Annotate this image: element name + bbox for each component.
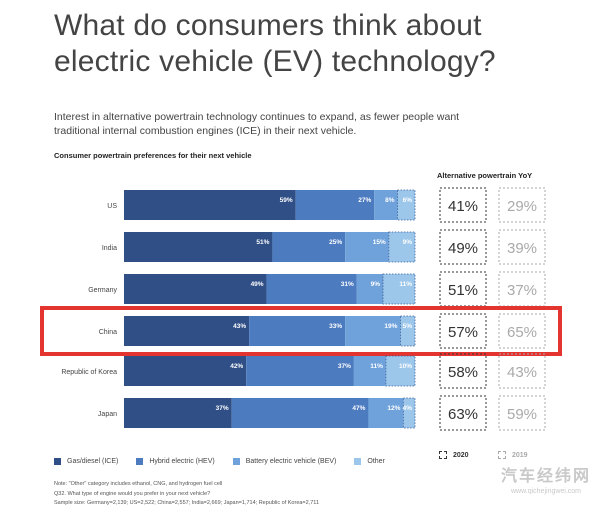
yoy-2019-value-japan: 59% [507,406,537,423]
value-label-hybrid-china: 33% [329,323,342,330]
chart-title: What do consumers think about electric v… [54,9,496,78]
legend-label-gas: Gas/diesel (ICE) [67,458,119,465]
yoy-legend-2020: 2020 [439,451,469,459]
watermark: 汽车经纬网 www.qichejingwei.com [496,462,596,495]
bar-segment-gas-republic-of-korea [124,356,247,386]
yoy-2019-value-germany: 37% [507,282,537,299]
category-label-germany: Germany [88,287,117,294]
value-label-other-us: 6% [403,197,413,204]
yoy-legend-2020-label: 2020 [453,451,469,459]
legend-item-gas: Gas/diesel (ICE) [54,458,118,465]
bar-segment-hybrid-china [249,316,346,346]
value-label-hybrid-us: 27% [358,197,371,204]
yoy-legend-2019-box [498,451,506,459]
value-label-other-india: 9% [403,239,413,246]
bar-segment-other-india [388,231,416,263]
value-label-other-japan: 4% [403,405,413,412]
legend-item-hybrid: Hybrid electric (HEV) [136,458,215,465]
bar-segment-bev-germany [356,274,383,304]
value-label-bev-india: 15% [373,239,386,246]
yoy-2020-value-japan: 63% [448,406,478,423]
yoy-2019-value-china: 65% [507,324,537,341]
value-label-hybrid-germany: 31% [341,281,354,288]
yoy-2019-value-us: 29% [507,198,537,215]
category-label-republic-of-korea: Republic of Korea [61,369,117,376]
bar-segment-hybrid-japan [231,398,369,428]
bar-segment-gas-japan [124,398,232,428]
bar-segment-hybrid-india [272,232,346,262]
footnote-sample: Sample size: Germany=2,139; US=2,522; Ch… [54,500,319,506]
highlight-frame-china [40,306,562,356]
bar-segment-gas-india [124,232,273,262]
section-label: Consumer powertrain preferences for thei… [54,151,252,160]
bar-segment-other-germany [382,273,416,305]
value-label-bev-germany: 9% [371,281,381,288]
legend-item-other: Other [354,458,385,465]
value-label-gas-us: 59% [280,197,293,204]
yoy-legend-2019-label: 2019 [512,451,528,459]
bar-segment-other-us [397,189,416,221]
value-label-other-china: 5% [403,323,413,330]
yoy-2020-value-china: 57% [448,324,478,341]
bar-segment-gas-us [124,190,296,220]
yoy-2020-value-us: 41% [448,198,478,215]
value-label-bev-japan: 12% [387,405,400,412]
legend-swatch-bev [232,458,240,465]
legend-label-other: Other [367,458,385,465]
yoy-2020-value-republic-of-korea: 58% [448,364,478,381]
value-label-bev-china: 19% [384,323,397,330]
legend-item-bev: Battery electric vehicle (BEV) [232,458,337,465]
watermark-text: 汽车经纬网 [500,468,591,485]
yoy-2019-value-india: 39% [507,240,537,257]
yoy-2020-value-india: 49% [448,240,478,257]
chart-subtitle: Interest in alternative powertrain techn… [54,111,460,137]
value-label-gas-china: 43% [233,323,246,330]
bar-segment-gas-china [124,316,250,346]
bar-segment-other-japan [402,397,416,429]
legend-swatch-gas [54,458,61,465]
value-label-gas-republic-of-korea: 42% [230,363,243,370]
chart-legend: Gas/diesel (ICE) Hybrid electric (HEV) B… [54,458,403,465]
bar-segment-bev-china [345,316,401,346]
bar-segment-bev-republic-of-korea [353,356,386,386]
value-label-hybrid-india: 25% [329,239,342,246]
bar-segment-other-china [400,315,416,347]
category-label-us: US [107,203,117,210]
value-label-other-germany: 11% [399,281,412,288]
value-label-gas-japan: 37% [216,405,229,412]
yoy-legend-2019: 2019 [498,451,528,459]
footnote-other: Note: "Other" category includes ethanol,… [54,481,223,487]
bar-segment-hybrid-germany [266,274,357,304]
bar-segment-bev-india [345,232,389,262]
value-label-hybrid-japan: 47% [352,405,365,412]
legend-label-hybrid: Hybrid electric (HEV) [149,458,215,465]
category-label-china: China [99,329,117,336]
category-label-japan: Japan [98,411,117,418]
bar-segment-gas-germany [124,274,267,304]
legend-swatch-other [354,458,362,465]
value-label-hybrid-republic-of-korea: 37% [338,363,351,370]
value-label-gas-germany: 49% [251,281,264,288]
value-label-gas-india: 51% [256,239,269,246]
bar-segment-other-republic-of-korea [385,355,416,387]
yoy-legend-2020-box [439,451,447,459]
bar-segment-bev-us [374,190,398,220]
category-label-india: India [102,245,117,252]
bar-segment-hybrid-us [295,190,375,220]
bar-segment-hybrid-republic-of-korea [246,356,354,386]
watermark-url: www.qichejingwei.com [510,488,582,495]
yoy-2020-value-germany: 51% [448,282,478,299]
yoy-2019-value-republic-of-korea: 43% [507,364,537,381]
footnotes: Note: "Other" category includes ethanol,… [54,480,474,509]
value-label-other-republic-of-korea: 10% [399,363,412,370]
value-label-bev-republic-of-korea: 11% [370,363,383,370]
legend-swatch-hybrid [136,458,144,465]
value-label-bev-us: 8% [385,197,395,204]
footnote-question: Q32. What type of engine would you prefe… [54,490,211,497]
yoy-label: Alternative powertrain YoY [437,171,533,180]
legend-label-bev: Battery electric vehicle (BEV) [245,458,337,465]
bar-segment-bev-japan [368,398,404,428]
